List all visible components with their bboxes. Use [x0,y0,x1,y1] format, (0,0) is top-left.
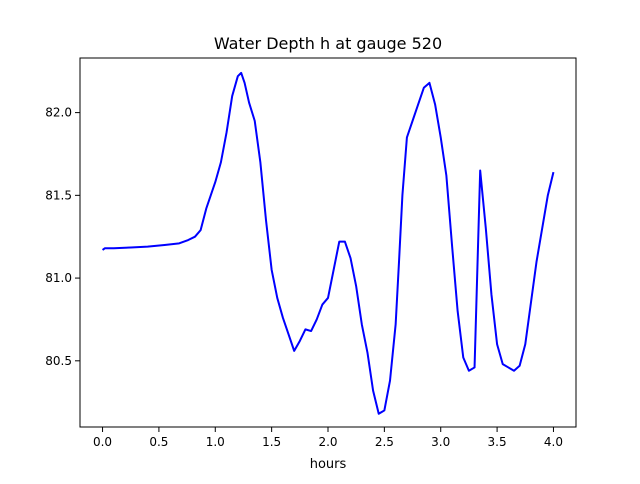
x-tick-label: 1.0 [206,435,225,449]
y-tick-label: 82.0 [45,106,72,120]
plot-area [101,71,555,415]
y-tick-label: 81.0 [45,271,72,285]
chart-title: Water Depth h at gauge 520 [214,34,442,53]
y-tick-label: 81.5 [45,188,72,202]
axes-frame [79,57,577,428]
x-tick-label: 2.5 [375,435,394,449]
x-tick-label: 3.0 [431,435,450,449]
y-tick-label: 80.5 [45,354,72,368]
x-tick-label: 4.0 [544,435,563,449]
x-tick-label: 2.0 [318,435,337,449]
x-tick-label: 0.0 [93,435,112,449]
x-axis-label: hours [310,457,347,472]
x-tick-label: 0.5 [149,435,168,449]
x-tick-label: 1.5 [262,435,281,449]
x-axis: 0.0 0.5 1.0 1.5 2.0 2.5 3.0 3.5 4.0 [93,427,563,449]
y-axis: 80.5 81.0 81.5 82.0 [45,106,80,368]
series-line [101,71,555,415]
x-tick-label: 3.5 [488,435,507,449]
